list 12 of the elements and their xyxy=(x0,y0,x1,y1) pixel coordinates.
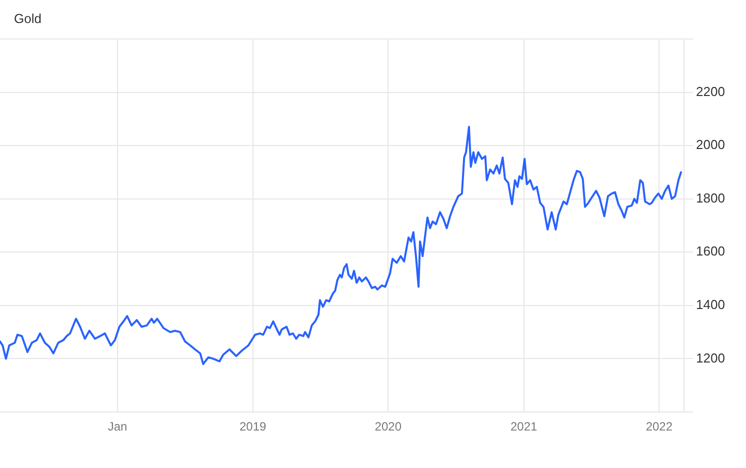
x-tick-label: 2022 xyxy=(646,420,673,434)
x-tick-label: 2021 xyxy=(510,420,538,434)
y-tick-label: 1200 xyxy=(696,350,725,366)
y-tick-label: 1600 xyxy=(696,244,725,259)
y-tick-label: 2000 xyxy=(696,137,725,152)
y-tick-label: 1800 xyxy=(696,190,725,206)
y-tick-label: 1400 xyxy=(696,297,725,312)
x-tick-label: 2019 xyxy=(239,420,267,434)
y-tick-label: 2200 xyxy=(696,84,725,99)
x-tick-label: 2020 xyxy=(374,420,402,434)
x-tick-label: Jan xyxy=(108,420,128,434)
chart-title: Gold xyxy=(14,11,42,27)
